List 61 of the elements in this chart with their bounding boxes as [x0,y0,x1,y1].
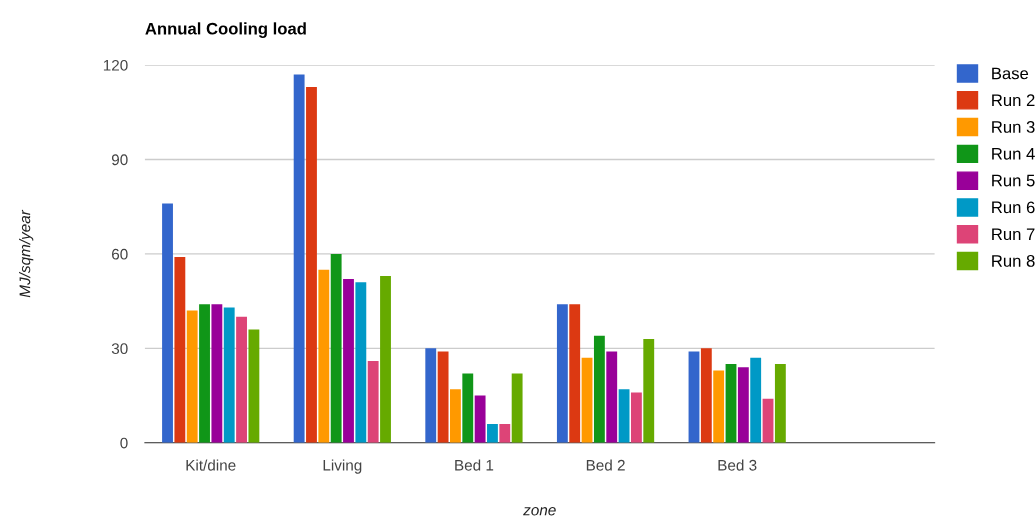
bar [174,257,186,443]
bar [199,304,210,443]
bar [725,364,737,443]
y-tick-label: 30 [111,343,128,355]
bar [380,275,391,443]
chart-title: Annual Cooling load [145,22,306,38]
bar [487,423,498,443]
bar [186,310,198,443]
x-tick-label: Bed 1 [455,459,494,471]
bar [318,269,330,443]
bar [223,307,235,443]
bar [248,329,260,443]
legend-label: Run 7 [992,228,1035,241]
bar [618,389,630,443]
bar [643,338,655,443]
bar [593,335,605,443]
bar [462,373,474,443]
x-axis-title: zone [523,507,556,516]
bar [737,367,749,443]
x-tick-label: Living [323,459,362,474]
bar [306,87,317,443]
legend-label: Run 4 [992,148,1035,160]
y-tick-label: 60 [112,248,128,260]
y-axis-title: MJ/sqm/year [19,209,34,298]
bar [630,392,642,443]
bar [293,74,305,443]
legend-label: Run 3 [992,121,1035,133]
bar [425,348,437,443]
bar [367,360,379,443]
x-tick-label: Kit/dine [186,459,236,471]
bar [700,348,712,443]
bar [450,389,461,443]
bar [762,398,774,443]
bar [343,279,354,443]
y-tick-label: 120 [103,59,128,71]
bar [569,304,581,443]
legend-label: Base [992,67,1029,80]
bar [750,357,762,443]
bar [330,253,342,443]
legend-label: Run 6 [992,201,1035,214]
y-tick-label: 90 [111,154,128,166]
bar [499,423,511,443]
x-tick-label: Bed 3 [718,459,757,471]
bar [556,304,568,443]
bar [355,282,367,443]
bar [162,203,173,443]
bar [774,364,786,443]
legend-label: Run 2 [992,94,1035,107]
bar [581,357,593,443]
bar [474,395,486,443]
legend-label: Run 5 [992,174,1035,187]
legend-label: Run 8 [992,255,1035,267]
y-tick-label: 0 [120,437,128,449]
x-tick-label: Bed 2 [586,459,625,471]
bar [511,373,523,443]
bar [437,351,449,443]
bar [688,351,700,443]
bar [606,351,618,443]
bar [211,304,223,443]
bar [713,370,725,443]
bar [236,316,247,443]
